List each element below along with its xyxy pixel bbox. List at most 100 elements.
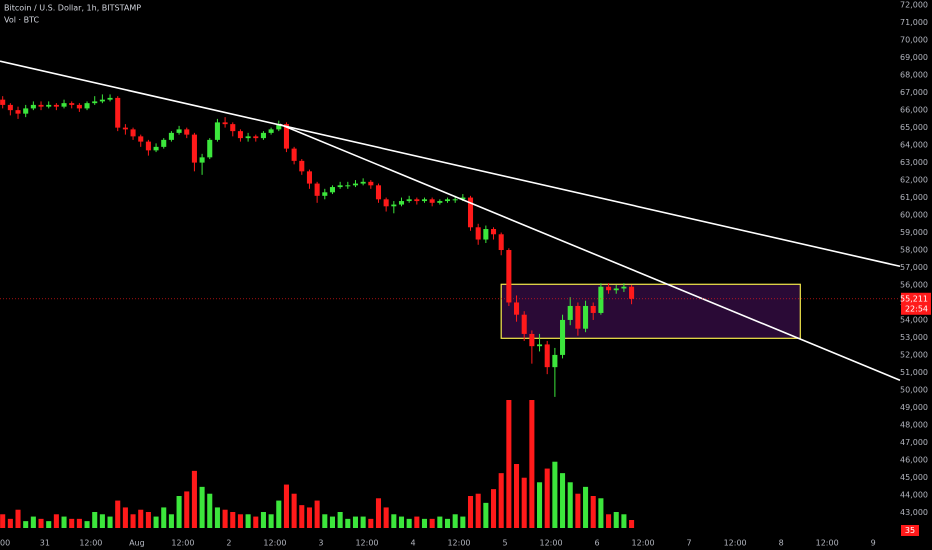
- volume-bar: [629, 520, 635, 528]
- candle-body: [38, 104, 44, 107]
- trendline: [279, 123, 901, 382]
- y-tick-label: 45,000: [900, 473, 928, 482]
- candle-body: [92, 101, 98, 104]
- y-tick-label: 56,000: [900, 280, 928, 289]
- x-tick-label: 4: [410, 539, 415, 548]
- volume-bar: [115, 500, 121, 528]
- volume-bar: [161, 507, 167, 528]
- volume-bar: [375, 498, 382, 528]
- candle-body: [629, 286, 635, 299]
- y-tick-label: 43,000: [900, 508, 928, 517]
- y-tick-label: 72,000: [900, 1, 928, 10]
- candle-body: [84, 103, 90, 109]
- candle-body: [560, 319, 566, 355]
- volume-bar: [314, 500, 320, 528]
- x-tick-label: 12:00: [540, 539, 563, 548]
- candle-body: [283, 124, 289, 149]
- volume-bar: [7, 518, 13, 528]
- x-tick-label: 12:00: [171, 539, 194, 548]
- volume-bar: [483, 502, 489, 528]
- candle-body: [161, 139, 167, 147]
- candle-body: [329, 187, 335, 193]
- volume-bar: [222, 509, 228, 528]
- candle-body: [99, 99, 105, 102]
- volume-bar: [521, 477, 527, 528]
- candle-body: [184, 129, 190, 135]
- y-tick-label: 54,000: [900, 315, 928, 324]
- x-tick-label: 12:00: [447, 539, 470, 548]
- volume-bar: [444, 518, 451, 528]
- candle-body: [414, 199, 420, 202]
- volume-bar: [414, 516, 420, 528]
- x-tick-label: 12:00: [816, 539, 839, 548]
- volume-bar: [506, 400, 512, 528]
- volume-bar: [191, 470, 197, 528]
- volume-bar: [207, 493, 213, 528]
- candle-body: [444, 199, 451, 202]
- candle-body: [475, 227, 481, 240]
- y-tick-label: 61,000: [900, 193, 928, 202]
- chart-title: Bitcoin / U.S. Dollar, 1h, BITSTAMP: [4, 4, 141, 13]
- candle-body: [567, 305, 573, 320]
- volume-bar: [529, 400, 535, 528]
- x-tick-label: 31: [40, 539, 50, 548]
- candle-body: [191, 134, 197, 163]
- candle-body: [130, 129, 136, 137]
- candle-body: [590, 305, 596, 313]
- volume-bar: [606, 514, 612, 528]
- candle-body: [145, 141, 151, 151]
- last-volume-label: 35: [905, 526, 915, 535]
- candle-body: [168, 132, 174, 140]
- volume-bar: [46, 521, 52, 528]
- plot-area: [0, 60, 901, 528]
- volume-bar: [230, 512, 236, 528]
- volume-bar: [360, 516, 366, 528]
- volume-bar: [452, 514, 458, 528]
- volume-bar: [153, 516, 159, 528]
- candle-body: [337, 185, 343, 188]
- y-tick-label: 46,000: [900, 455, 928, 464]
- y-tick-label: 47,000: [900, 438, 928, 447]
- candle-body: [7, 104, 13, 111]
- candle-body: [345, 185, 351, 187]
- volume-bar: [421, 518, 428, 528]
- volume-bar: [138, 509, 144, 528]
- candle-body: [606, 286, 612, 291]
- candle-body: [176, 129, 182, 133]
- volume-bar: [130, 514, 136, 528]
- volume-bar: [398, 516, 405, 528]
- candle-body: [107, 97, 113, 100]
- volume-bar: [406, 518, 412, 528]
- candle-body: [421, 199, 428, 202]
- candle-body: [583, 305, 589, 329]
- volume-bar: [621, 514, 627, 528]
- candle-body: [514, 302, 520, 315]
- x-tick-label: 5: [502, 539, 507, 548]
- candle-body: [452, 199, 458, 201]
- y-tick-label: 50,000: [900, 385, 928, 394]
- x-tick-label: Aug: [129, 539, 145, 548]
- y-tick-label: 70,000: [900, 36, 928, 45]
- candle-body: [207, 139, 213, 158]
- volume-bar: [0, 514, 6, 528]
- x-tick-label: 12:00: [263, 539, 286, 548]
- volume-bar: [15, 509, 21, 528]
- last-price-box: [901, 292, 931, 315]
- volume-bar: [30, 516, 36, 528]
- volume-bar: [299, 505, 305, 528]
- candle-body: [521, 314, 527, 334]
- volume-bar: [76, 518, 82, 528]
- x-tick-label: 6: [595, 539, 600, 548]
- volume-bar: [467, 496, 474, 528]
- candle-body: [498, 234, 504, 251]
- candle-body: [391, 204, 397, 207]
- y-tick-label: 71,000: [900, 18, 928, 27]
- trendline: [0, 60, 901, 268]
- volume-bar: [514, 464, 520, 528]
- candle-body: [230, 124, 236, 132]
- volume-bar: [199, 486, 205, 528]
- countdown-label: 22:54: [905, 304, 928, 313]
- volume-bar: [560, 473, 566, 528]
- volume-bar: [437, 516, 443, 528]
- y-tick-label: 60,000: [900, 211, 928, 220]
